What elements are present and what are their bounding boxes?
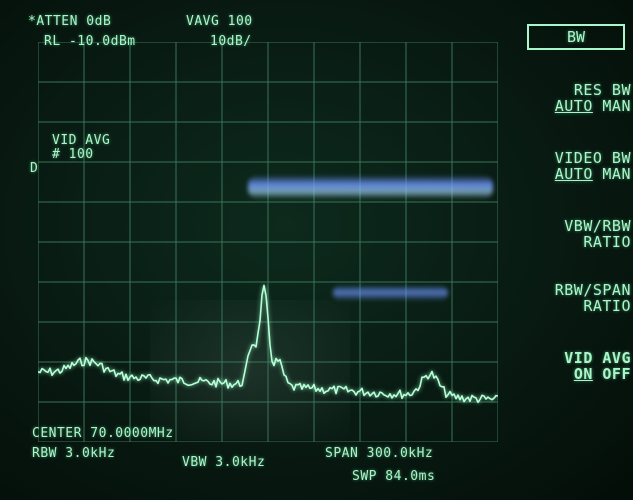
vbw-readout: VBW 3.0kHz (182, 455, 266, 470)
res-bw-label: RES BW (573, 81, 631, 99)
detector-indicator: D (30, 161, 39, 176)
span-readout: SPAN 300.0kHz (325, 446, 434, 461)
res-bw-softkey[interactable]: RES BW AUTO MAN (555, 82, 631, 114)
graticule (38, 42, 498, 442)
display-reflection (248, 175, 493, 199)
center-frequency-readout: CENTER 70.0000MHz (32, 426, 174, 441)
vid-avg-count: # 100 (52, 147, 94, 162)
rbw-span-ratio-label: RATIO (583, 297, 631, 315)
reference-level-readout: RL -10.0dBm (44, 34, 136, 49)
sweep-time-readout: SWP 84.0ms (352, 469, 436, 484)
vid-avg-softkey-label: VID AVG (564, 349, 631, 367)
rbw-readout: RBW 3.0kHz (32, 446, 116, 461)
vid-avg-off-option[interactable]: OFF (602, 365, 631, 383)
vbw-rbw-ratio-softkey[interactable]: VBW/RBW RATIO (564, 218, 631, 250)
video-bw-label: VIDEO BW (554, 149, 631, 167)
vid-avg-softkey[interactable]: VID AVG ON OFF (564, 350, 631, 382)
video-bw-softkey[interactable]: VIDEO BW AUTO MAN (555, 150, 631, 182)
video-bw-auto-option[interactable]: AUTO (554, 165, 593, 183)
res-bw-man-option[interactable]: MAN (602, 97, 631, 115)
display-reflection (333, 285, 448, 301)
vbw-rbw-ratio-label: RATIO (583, 233, 631, 251)
screen-glare (150, 300, 350, 440)
vid-avg-on-option[interactable]: ON (573, 365, 593, 383)
vid-avg-annotation: VID AVG (52, 133, 111, 148)
video-bw-man-option[interactable]: MAN (602, 165, 631, 183)
scale-readout: 10dB/ (210, 34, 252, 49)
menu-title-bw: BW (527, 24, 625, 50)
res-bw-auto-option[interactable]: AUTO (554, 97, 593, 115)
spectrum-trace (38, 284, 498, 404)
vavg-readout: VAVG 100 (186, 14, 253, 29)
atten-readout: *ATTEN 0dB (28, 14, 112, 29)
vbw-rbw-label: VBW/RBW (564, 217, 631, 235)
rbw-span-ratio-softkey[interactable]: RBW/SPAN RATIO (555, 282, 631, 314)
rbw-span-label: RBW/SPAN (554, 281, 631, 299)
